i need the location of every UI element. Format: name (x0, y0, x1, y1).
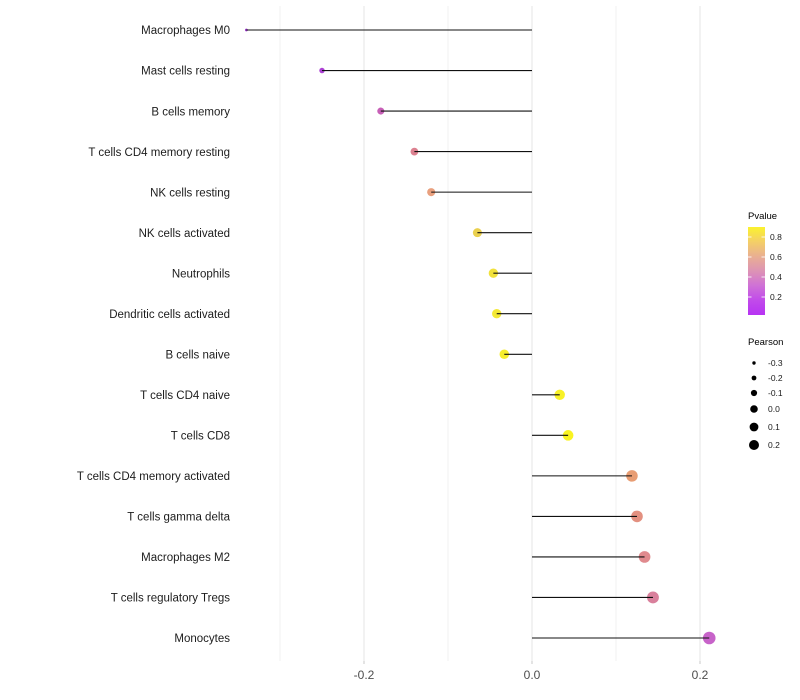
lollipop-dot (638, 551, 651, 563)
pvalue-bar-tick (761, 236, 765, 238)
pvalue-tick-label: 0.2 (770, 292, 782, 302)
pvalue-legend-title: Pvalue (748, 211, 777, 222)
x-axis-tick-label: 0.2 (692, 668, 709, 682)
y-axis-label: Macrophages M2 (141, 552, 230, 564)
y-axis-label: NK cells resting (150, 187, 230, 199)
y-axis-label: Neutrophils (172, 268, 230, 280)
pvalue-bar-tick (748, 296, 752, 298)
pearson-legend-label: -0.3 (768, 358, 783, 368)
pearson-legend-dot (749, 440, 759, 450)
pearson-legend-label: -0.1 (768, 388, 783, 398)
y-axis-label: T cells gamma delta (127, 512, 230, 524)
y-axis-label: T cells CD4 memory resting (88, 147, 230, 159)
pearson-legend-title: Pearson (748, 337, 783, 348)
y-axis-label: Dendritic cells activated (109, 309, 230, 321)
x-axis-tick-label: -0.2 (354, 668, 375, 682)
pearson-legend-dot (752, 361, 756, 365)
pvalue-tick-label: 0.6 (770, 252, 782, 262)
pearson-legend-label: 0.2 (768, 440, 780, 450)
y-axis-label: Mast cells resting (141, 66, 230, 78)
y-axis-label: T cells CD8 (171, 431, 230, 443)
x-axis-tick-label: 0.0 (524, 668, 541, 682)
pearson-legend-label: -0.2 (768, 373, 783, 383)
lollipop-dot (492, 309, 502, 319)
y-axis-label: T cells CD4 naive (140, 390, 230, 402)
pvalue-bar-tick (761, 296, 765, 298)
pearson-legend-label: 0.0 (768, 404, 780, 414)
pvalue-bar-tick (748, 276, 752, 278)
y-axis-label: T cells CD4 memory activated (77, 471, 230, 483)
pvalue-bar-tick (748, 236, 752, 238)
pvalue-tick-label: 0.4 (770, 272, 782, 282)
pvalue-gradient-bar (748, 227, 765, 315)
pearson-legend-label: 0.1 (768, 422, 780, 432)
pvalue-bar-tick (761, 276, 765, 278)
y-axis-label: Monocytes (174, 633, 230, 645)
pearson-legend-dot (751, 375, 757, 381)
y-axis-label: NK cells activated (139, 228, 230, 240)
pvalue-bar-tick (748, 256, 752, 258)
pvalue-tick-label: 0.8 (770, 232, 782, 242)
pearson-legend-dot (750, 389, 758, 397)
y-axis-label: B cells naive (165, 349, 230, 361)
y-axis-label: Macrophages M0 (141, 25, 230, 37)
pearson-legend-dot (750, 405, 758, 413)
y-axis-label: B cells memory (151, 106, 230, 118)
lollipop-dot (410, 147, 419, 156)
y-axis-label: T cells regulatory Tregs (111, 593, 231, 605)
pearson-legend-dot (749, 422, 759, 432)
pvalue-bar-tick (761, 256, 765, 258)
